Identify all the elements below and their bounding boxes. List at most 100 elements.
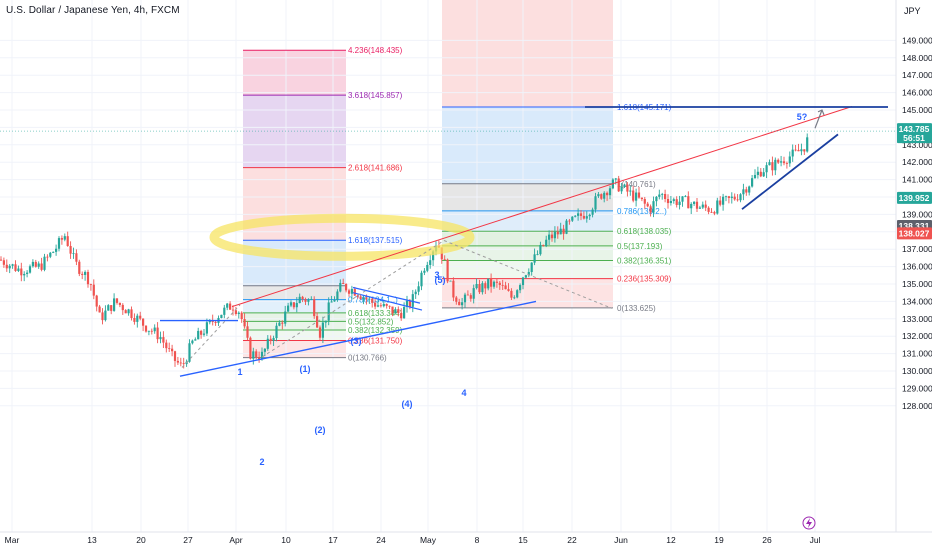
candle-body xyxy=(545,239,548,246)
candle-body xyxy=(301,296,304,300)
candle-body xyxy=(394,309,397,314)
candle-body xyxy=(591,209,594,215)
candle-body xyxy=(414,291,417,295)
candle-body xyxy=(756,171,759,175)
candle-body xyxy=(20,268,23,276)
fib-zone xyxy=(442,0,613,108)
price-tag-value: 138.027 xyxy=(899,228,930,238)
fib-zone xyxy=(442,107,613,184)
candle-body xyxy=(37,263,40,267)
fib-connector xyxy=(181,304,241,368)
candle-body xyxy=(600,194,603,199)
fib-level-label: 0.618(138.035) xyxy=(617,227,672,236)
candle-body xyxy=(142,318,145,326)
candle-body xyxy=(11,264,14,266)
candle-body xyxy=(72,253,75,255)
candle-body xyxy=(623,184,626,187)
time-tick-label: 22 xyxy=(567,535,577,545)
candle-body xyxy=(643,199,646,204)
fib-zone xyxy=(243,321,346,330)
fib-connector xyxy=(443,240,613,309)
candle-body xyxy=(487,278,490,289)
candle-body xyxy=(159,337,162,340)
candle-body xyxy=(289,302,293,306)
candle-body xyxy=(110,305,113,311)
candle-body xyxy=(295,303,298,308)
time-tick-label: 13 xyxy=(87,535,97,545)
candle-body xyxy=(14,264,17,271)
fib-level-label: 1(140.761) xyxy=(617,180,656,189)
candle-body xyxy=(745,189,748,193)
price-tick-label: 135.000 xyxy=(902,279,932,289)
fib-zone xyxy=(243,50,346,96)
candle-body xyxy=(92,284,95,296)
time-tick-label: 15 xyxy=(518,535,528,545)
candle-body xyxy=(278,322,281,326)
candle-body xyxy=(86,271,90,285)
candle-body xyxy=(260,351,264,360)
candle-body xyxy=(550,234,554,239)
candle-body xyxy=(571,216,574,221)
candle-body xyxy=(722,196,725,205)
candle-body xyxy=(759,171,762,177)
lower-trendline xyxy=(179,300,537,377)
fib-zone xyxy=(243,340,346,358)
price-tick-label: 131.000 xyxy=(902,349,932,359)
candle-body xyxy=(780,161,783,163)
candle-body xyxy=(475,283,478,289)
candle-body xyxy=(5,264,8,269)
candle-body xyxy=(426,264,429,271)
candle-body xyxy=(385,303,388,306)
candle-body xyxy=(585,216,588,219)
wave-label: (2) xyxy=(315,425,326,435)
candle-body xyxy=(281,322,284,324)
fib-level-label: 2.618(141.686) xyxy=(348,164,403,173)
candle-body xyxy=(762,172,765,177)
candle-body xyxy=(788,156,791,164)
candle-body xyxy=(608,188,612,196)
candle-body xyxy=(739,194,742,201)
candle-body xyxy=(324,320,327,323)
candle-body xyxy=(130,309,133,318)
triangle-upper xyxy=(352,286,421,304)
candle-body xyxy=(400,312,403,319)
price-tick-label: 134.000 xyxy=(902,296,932,306)
fib-level-label: 0.5(137.193) xyxy=(617,242,663,251)
candle-body xyxy=(458,301,461,306)
candle-body xyxy=(339,282,342,292)
candle-body xyxy=(391,306,394,314)
fib-connector xyxy=(261,240,445,358)
lightning-icon[interactable] xyxy=(802,516,816,530)
candle-body xyxy=(353,289,356,296)
candle-body xyxy=(687,196,690,209)
candle-body xyxy=(519,285,522,291)
fib-zone xyxy=(243,240,346,286)
lightning-icon-bolt xyxy=(806,518,812,528)
candle-body xyxy=(469,295,472,299)
price-tick-label: 143.000 xyxy=(902,140,932,150)
candle-body xyxy=(461,302,464,306)
candle-body xyxy=(182,363,185,365)
candle-body xyxy=(173,351,177,361)
candle-body xyxy=(46,256,49,258)
candle-body xyxy=(321,322,324,338)
fib-level-label: 0(130.766) xyxy=(348,354,387,363)
candle-body xyxy=(124,310,127,314)
candle-body xyxy=(655,196,658,202)
price-tick-label: 146.000 xyxy=(902,88,932,98)
candle-body xyxy=(507,289,510,291)
candle-body xyxy=(490,278,493,287)
candle-body xyxy=(89,284,92,286)
time-tick-label: Mar xyxy=(5,535,20,545)
candle-body xyxy=(753,174,757,179)
time-tick-label: 27 xyxy=(183,535,193,545)
price-tick-label: 141.000 xyxy=(902,175,932,185)
candle-body xyxy=(258,357,261,360)
projection-arrow xyxy=(814,109,823,129)
candle-body xyxy=(336,291,339,301)
candle-body xyxy=(310,299,313,301)
candle-body xyxy=(52,251,55,253)
candle-body xyxy=(405,300,409,307)
candle-body xyxy=(371,298,374,303)
